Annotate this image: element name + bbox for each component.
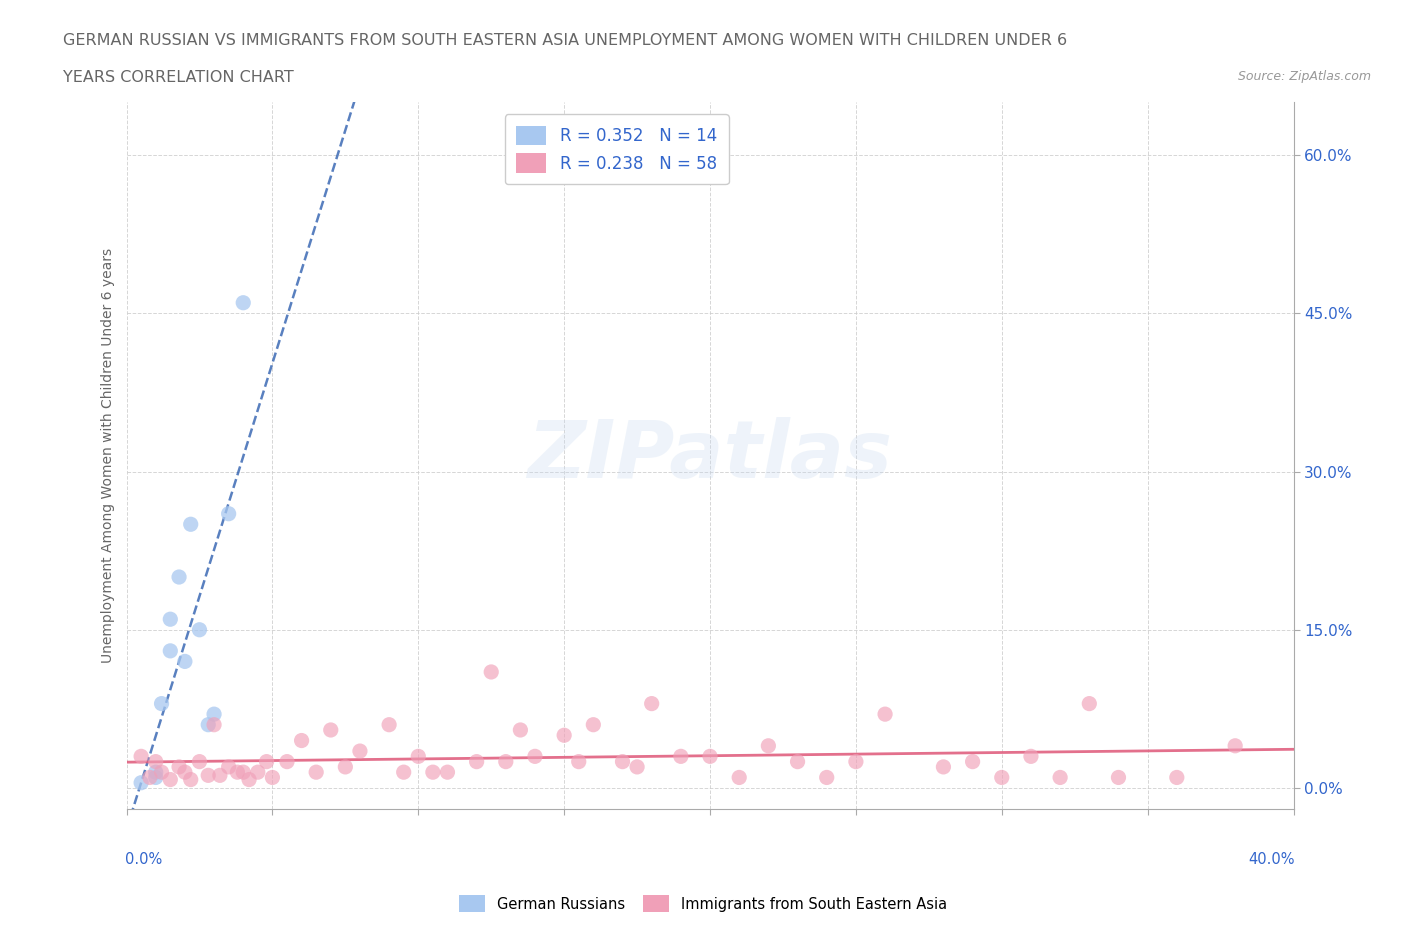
Point (1049, 770, 1071, 785)
Point (188, 622, 211, 637)
Point (378, 717, 401, 732)
Legend: German Russians, Immigrants from South Eastern Asia: German Russians, Immigrants from South E… (453, 890, 953, 918)
Y-axis label: Unemployment Among Women with Children Under 6 years: Unemployment Among Women with Children U… (101, 248, 115, 663)
Text: Source: ZipAtlas.com: Source: ZipAtlas.com (1237, 70, 1371, 83)
Point (150, 764, 173, 779)
Point (188, 754, 211, 769)
Point (990, 770, 1012, 785)
Text: ZIPatlas: ZIPatlas (527, 417, 893, 495)
Point (465, 754, 488, 769)
Point (246, 764, 269, 779)
Point (226, 764, 249, 779)
Point (197, 717, 219, 732)
Point (640, 697, 664, 711)
Point (129, 749, 152, 764)
Point (815, 770, 838, 785)
Point (150, 697, 173, 711)
Point (218, 506, 240, 521)
Point (290, 733, 312, 748)
Point (305, 764, 328, 779)
Text: YEARS CORRELATION CHART: YEARS CORRELATION CHART (63, 70, 294, 85)
Point (786, 754, 808, 769)
Point (845, 754, 868, 769)
Point (1078, 697, 1101, 711)
Point (349, 744, 371, 759)
Point (553, 728, 575, 743)
Point (582, 717, 605, 732)
Point (129, 776, 152, 790)
Point (180, 772, 202, 787)
Legend: R = 0.352   N = 14, R = 0.238   N = 58: R = 0.352 N = 14, R = 0.238 N = 58 (505, 114, 728, 184)
Point (669, 749, 692, 764)
Point (167, 760, 190, 775)
Point (962, 754, 984, 769)
Point (392, 764, 415, 779)
Point (159, 644, 181, 658)
Point (495, 754, 517, 769)
Point (1166, 770, 1188, 785)
Point (319, 723, 342, 737)
Point (728, 770, 751, 785)
Point (202, 717, 225, 732)
Text: 40.0%: 40.0% (1249, 852, 1295, 867)
Point (335, 760, 357, 775)
Point (238, 772, 260, 787)
Point (145, 764, 167, 779)
Point (612, 754, 634, 769)
Point (568, 754, 591, 769)
Text: GERMAN RUSSIAN VS IMMIGRANTS FROM SOUTH EASTERN ASIA UNEMPLOYMENT AMONG WOMEN WI: GERMAN RUSSIAN VS IMMIGRANTS FROM SOUTH … (63, 33, 1067, 47)
Point (408, 749, 430, 764)
Point (159, 772, 181, 787)
Point (699, 749, 721, 764)
Point (276, 754, 298, 769)
Point (139, 770, 162, 785)
Point (626, 760, 648, 775)
Point (262, 770, 284, 785)
Point (509, 723, 531, 737)
Point (932, 760, 955, 775)
Point (436, 764, 458, 779)
Point (174, 654, 197, 669)
Point (232, 296, 254, 311)
Point (218, 760, 240, 775)
Point (167, 569, 190, 584)
Point (145, 770, 167, 785)
Point (159, 612, 181, 627)
Point (145, 754, 167, 769)
Point (422, 764, 444, 779)
Text: 0.0%: 0.0% (125, 852, 163, 867)
Point (256, 754, 278, 769)
Point (1108, 770, 1130, 785)
Point (197, 768, 219, 783)
Point (208, 768, 231, 783)
Point (232, 764, 254, 779)
Point (174, 764, 197, 779)
Point (1019, 749, 1042, 764)
Point (479, 665, 502, 680)
Point (180, 517, 202, 532)
Point (875, 707, 897, 722)
Point (756, 738, 779, 753)
Point (1223, 738, 1246, 753)
Point (524, 749, 547, 764)
Point (202, 707, 225, 722)
